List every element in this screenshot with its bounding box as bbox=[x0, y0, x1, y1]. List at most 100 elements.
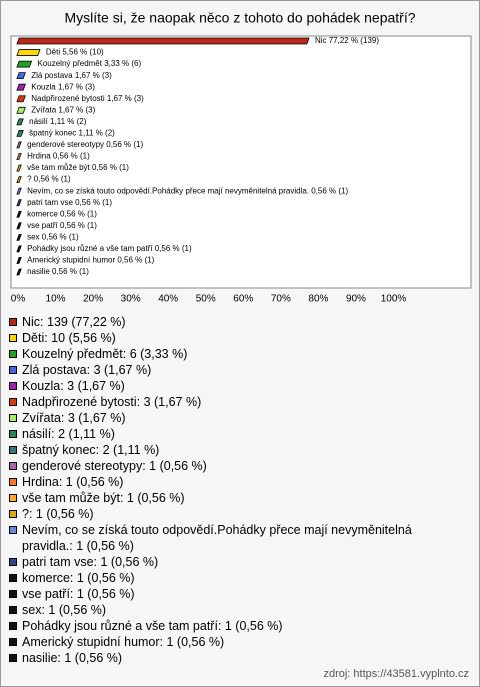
x-tick-label: 60% bbox=[233, 294, 253, 305]
bar bbox=[16, 106, 26, 114]
bar-label: komerce 0,56 % (1) bbox=[27, 209, 97, 218]
legend-item: Nic: 139 (77,22 %) bbox=[9, 314, 464, 330]
legend-label: Kouzelný předmět: 6 (3,33 %) bbox=[22, 347, 188, 361]
bar-label: Děti 5,56 % (10) bbox=[46, 48, 104, 57]
bar bbox=[16, 37, 310, 45]
legend-swatch bbox=[9, 622, 17, 630]
legend-item: Zvířata: 3 (1,67 %) bbox=[9, 410, 464, 426]
legend-item: Kouzla: 3 (1,67 %) bbox=[9, 378, 464, 394]
x-tick-label: 20% bbox=[83, 294, 103, 305]
bar bbox=[16, 222, 22, 230]
legend-label: Hrdina: 1 (0,56 %) bbox=[22, 475, 124, 489]
legend-label: Kouzla: 3 (1,67 %) bbox=[22, 379, 125, 393]
legend-item: komerce: 1 (0,56 %) bbox=[9, 570, 464, 586]
legend-item: sex: 1 (0,56 %) bbox=[9, 602, 464, 618]
bar-label: Nic 77,22 % (139) bbox=[315, 36, 379, 45]
bar bbox=[16, 49, 41, 56]
legend-label: vse patří: 1 (0,56 %) bbox=[22, 587, 135, 601]
bar bbox=[16, 210, 22, 218]
legend-swatch bbox=[9, 350, 17, 358]
legend-swatch bbox=[9, 590, 17, 598]
plot-area bbox=[10, 35, 472, 289]
bar bbox=[16, 153, 22, 160]
bar bbox=[16, 176, 22, 184]
bar-label: násilí 1,11 % (2) bbox=[29, 117, 87, 126]
bar bbox=[16, 95, 26, 103]
legend-label: komerce: 1 (0,56 %) bbox=[22, 571, 135, 585]
bar-label: Zvířata 1,67 % (3) bbox=[31, 105, 95, 114]
bar-label: nasilie 0,56 % (1) bbox=[27, 267, 89, 276]
legend-item: vse patří: 1 (0,56 %) bbox=[9, 586, 464, 602]
legend-item: Americký stupidní humor: 1 (0,56 %) bbox=[9, 634, 464, 650]
legend-label: Nadpřirozené bytosti: 3 (1,67 %) bbox=[22, 395, 202, 409]
legend-item: Zlá postava: 3 (1,67 %) bbox=[9, 362, 464, 378]
legend-swatch bbox=[9, 398, 17, 406]
bar bbox=[16, 257, 22, 264]
x-tick-label: 90% bbox=[346, 294, 366, 305]
x-tick-label: 10% bbox=[46, 294, 66, 305]
bar bbox=[16, 129, 24, 137]
legend-swatch bbox=[9, 382, 17, 390]
x-tick-label: 40% bbox=[158, 294, 178, 305]
legend-item: Hrdina: 1 (0,56 %) bbox=[9, 474, 464, 490]
bar bbox=[16, 233, 22, 241]
chart-title: Myslíte si, že naopak něco z tohoto do p… bbox=[64, 10, 415, 26]
legend-item: vše tam může být: 1 (0,56 %) bbox=[9, 490, 464, 506]
legend-item: Pohádky jsou různé a vše tam patří: 1 (0… bbox=[9, 618, 464, 634]
legend-swatch bbox=[9, 414, 17, 422]
legend-label: ?: 1 (0,56 %) bbox=[22, 507, 94, 521]
legend-label: špatný konec: 2 (1,11 %) bbox=[22, 443, 160, 457]
legend-item: Nevím, co se získá touto odpovědí.Pohádk… bbox=[9, 522, 464, 554]
legend-item: násilí: 2 (1,11 %) bbox=[9, 426, 464, 442]
legend-label: Děti: 10 (5,56 %) bbox=[22, 331, 116, 345]
source: zdroj: https://43581.vyplnto.cz bbox=[323, 668, 469, 680]
legend-label: vše tam může být: 1 (0,56 %) bbox=[22, 491, 185, 505]
bar-label: Pohádky jsou různé a vše tam patří 0,56 … bbox=[27, 244, 192, 253]
x-tick-label: 100% bbox=[381, 294, 407, 305]
legend-swatch bbox=[9, 366, 17, 374]
legend-item: Nadpřirozené bytosti: 3 (1,67 %) bbox=[9, 394, 464, 410]
bar-label: Nevím, co se získá touto odpovědí.Pohádk… bbox=[27, 186, 348, 195]
legend-label: Americký stupidní humor: 1 (0,56 %) bbox=[22, 635, 225, 649]
legend-swatch bbox=[9, 494, 17, 502]
bar-label: špatný konec 1,11 % (2) bbox=[29, 129, 115, 138]
bar bbox=[16, 83, 26, 91]
bar bbox=[16, 164, 22, 172]
legend-swatch bbox=[9, 510, 17, 518]
legend-label: patri tam vse: 1 (0,56 %) bbox=[22, 555, 159, 569]
bar bbox=[16, 245, 22, 253]
legend-swatch bbox=[9, 558, 17, 566]
legend-swatch bbox=[9, 606, 17, 614]
bar-label: Zlá postava 1,67 % (3) bbox=[31, 71, 112, 80]
bar bbox=[16, 141, 22, 149]
legend-item: nasilie: 1 (0,56 %) bbox=[9, 650, 464, 666]
bar-label: sex 0,56 % (1) bbox=[27, 232, 79, 241]
bar bbox=[16, 187, 22, 195]
legend-swatch bbox=[9, 334, 17, 342]
legend-item: Kouzelný předmět: 6 (3,33 %) bbox=[9, 346, 464, 362]
legend-label: Zvířata: 3 (1,67 %) bbox=[22, 411, 126, 425]
legend-swatch bbox=[9, 638, 17, 646]
bar-label: ? 0,56 % (1) bbox=[27, 175, 71, 184]
legend-label: Pohádky jsou různé a vše tam patří: 1 (0… bbox=[22, 619, 283, 633]
legend-label: Zlá postava: 3 (1,67 %) bbox=[22, 363, 152, 377]
legend-item: Děti: 10 (5,56 %) bbox=[9, 330, 464, 346]
legend-swatch bbox=[9, 478, 17, 486]
legend-item: špatný konec: 2 (1,11 %) bbox=[9, 442, 464, 458]
legend-swatch bbox=[9, 446, 17, 454]
bar-label: genderové stereotypy 0,56 % (1) bbox=[27, 140, 143, 149]
legend-label: nasilie: 1 (0,56 %) bbox=[22, 651, 123, 665]
legend-label: Nic: 139 (77,22 %) bbox=[22, 315, 126, 329]
x-tick-label: 80% bbox=[308, 294, 328, 305]
bar bbox=[16, 72, 26, 80]
legend-label: Nevím, co se získá touto odpovědí.Pohádk… bbox=[22, 523, 412, 553]
legend-label: násilí: 2 (1,11 %) bbox=[22, 427, 115, 441]
legend-swatch bbox=[9, 654, 17, 662]
bar bbox=[16, 199, 22, 207]
bar-label: Kouzelný předmět 3,33 % (6) bbox=[38, 59, 142, 68]
bar-label: patri tam vse 0,56 % (1) bbox=[27, 198, 112, 207]
legend-swatch bbox=[9, 574, 17, 582]
legend-item: ?: 1 (0,56 %) bbox=[9, 506, 464, 522]
bar bbox=[16, 60, 33, 68]
